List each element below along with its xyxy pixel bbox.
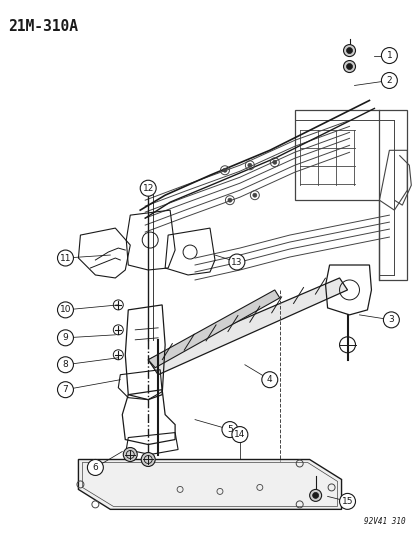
Text: 92V41 310: 92V41 310 — [363, 518, 404, 526]
Circle shape — [231, 426, 247, 442]
Text: 11: 11 — [59, 254, 71, 263]
Circle shape — [261, 372, 277, 387]
Circle shape — [309, 489, 321, 502]
Circle shape — [223, 168, 226, 172]
Circle shape — [247, 163, 251, 167]
Circle shape — [312, 492, 318, 498]
Circle shape — [272, 160, 276, 164]
Circle shape — [346, 47, 351, 53]
Text: 3: 3 — [387, 316, 393, 325]
Text: 7: 7 — [62, 385, 68, 394]
Text: 14: 14 — [234, 430, 245, 439]
Circle shape — [346, 63, 351, 69]
Circle shape — [252, 193, 256, 197]
Text: 12: 12 — [142, 184, 154, 193]
Circle shape — [339, 494, 355, 510]
Text: 2: 2 — [386, 76, 391, 85]
Circle shape — [87, 459, 103, 475]
Circle shape — [380, 72, 396, 88]
Text: 15: 15 — [341, 497, 352, 506]
Circle shape — [221, 422, 237, 438]
Circle shape — [140, 180, 156, 196]
Polygon shape — [78, 459, 341, 510]
Circle shape — [57, 330, 73, 346]
Circle shape — [141, 453, 155, 466]
Circle shape — [228, 198, 231, 202]
Text: 21M-310A: 21M-310A — [8, 19, 78, 34]
Circle shape — [228, 254, 244, 270]
Circle shape — [380, 47, 396, 63]
Text: 5: 5 — [226, 425, 232, 434]
Text: 8: 8 — [62, 360, 68, 369]
Text: 13: 13 — [230, 257, 242, 266]
Text: 10: 10 — [59, 305, 71, 314]
Circle shape — [57, 357, 73, 373]
Circle shape — [343, 61, 355, 72]
Circle shape — [343, 45, 355, 56]
Polygon shape — [148, 290, 279, 368]
Text: 4: 4 — [266, 375, 272, 384]
Circle shape — [382, 312, 399, 328]
Circle shape — [57, 250, 73, 266]
Text: 6: 6 — [92, 463, 98, 472]
Text: 1: 1 — [386, 51, 391, 60]
Polygon shape — [148, 278, 347, 375]
Circle shape — [123, 448, 137, 462]
Circle shape — [57, 382, 73, 398]
Text: 9: 9 — [62, 333, 68, 342]
Circle shape — [57, 302, 73, 318]
